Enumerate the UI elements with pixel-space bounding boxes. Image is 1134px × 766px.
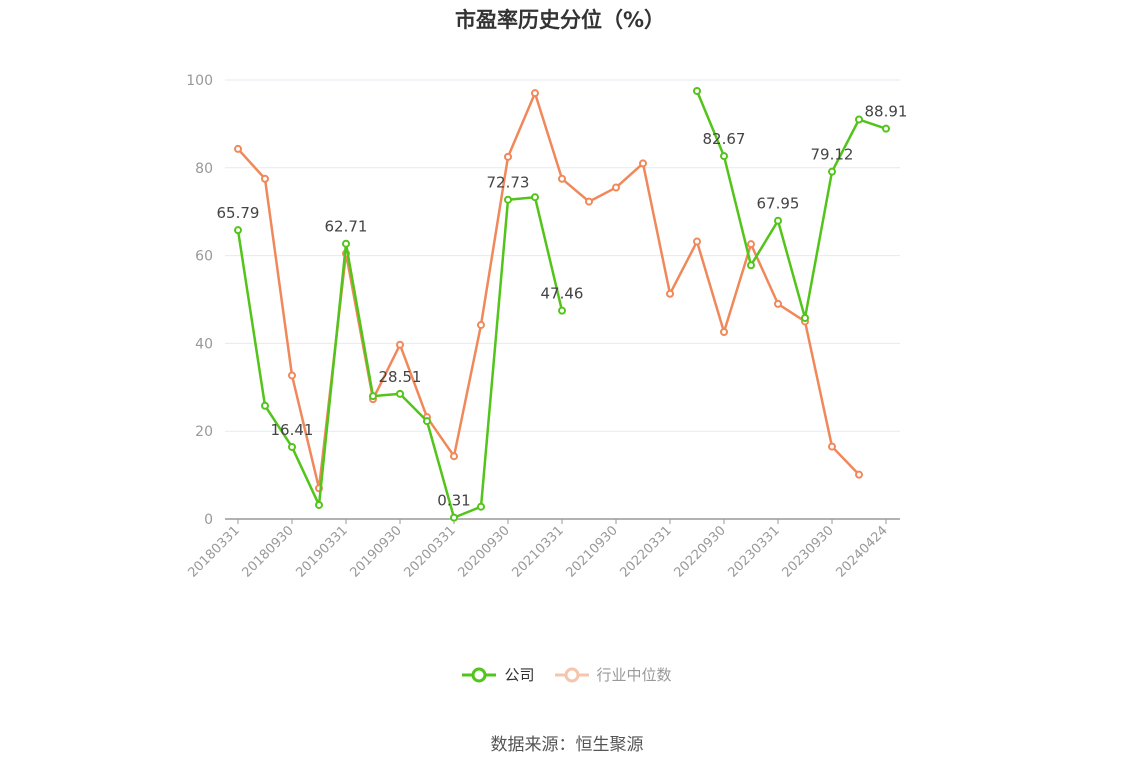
data-point[interactable] — [504, 152, 512, 161]
data-point[interactable] — [261, 174, 269, 183]
data-point[interactable] — [342, 239, 350, 248]
data-point[interactable] — [423, 417, 431, 426]
y-tick-label: 40 — [195, 336, 213, 352]
data-point[interactable] — [666, 289, 674, 298]
data-point[interactable] — [855, 115, 863, 124]
y-tick-label: 0 — [204, 512, 213, 528]
data-point[interactable] — [612, 183, 620, 192]
data-point[interactable] — [558, 174, 566, 183]
data-point[interactable] — [234, 144, 242, 153]
legend-industry-marker-icon — [554, 667, 589, 682]
x-tick-label: 20180930 — [239, 523, 296, 580]
data-point[interactable] — [801, 313, 809, 322]
x-tick-label: 20190331 — [293, 523, 350, 580]
data-point[interactable] — [558, 306, 566, 315]
data-point[interactable] — [828, 167, 836, 176]
data-point[interactable] — [747, 261, 755, 270]
data-point[interactable] — [693, 86, 701, 95]
data-point[interactable] — [531, 193, 539, 202]
x-tick-label: 20220331 — [617, 523, 674, 580]
legend-item-industry-median[interactable]: 行业中位数 — [554, 664, 672, 685]
x-tick-label: 20230930 — [779, 523, 836, 580]
x-tick-label: 20200930 — [455, 523, 512, 580]
data-label: 47.46 — [541, 285, 584, 303]
data-label: 28.51 — [379, 368, 422, 386]
y-tick-label: 100 — [186, 73, 213, 89]
chart-title: 市盈率历史分位（%） — [454, 8, 666, 32]
data-point[interactable] — [450, 452, 458, 461]
data-label: 88.91 — [865, 103, 908, 121]
legend-company-marker-icon — [462, 667, 497, 682]
data-point[interactable] — [315, 500, 323, 509]
x-tick-label: 20240424 — [833, 523, 890, 580]
data-label: 62.71 — [325, 218, 368, 236]
x-axis: 2018033120180930201903312019093020200331… — [185, 518, 900, 581]
data-point[interactable] — [531, 89, 539, 98]
data-point[interactable] — [585, 197, 593, 206]
data-point[interactable] — [261, 401, 269, 410]
y-tick-label: 20 — [195, 424, 213, 440]
line-chart: 0 20 40 60 80 100 201803312018093020190331201… — [185, 73, 908, 581]
data-point[interactable] — [369, 392, 377, 401]
legend-label-company: 公司 — [504, 666, 535, 684]
data-point[interactable] — [234, 226, 242, 235]
data-label: 16.41 — [271, 421, 314, 439]
x-tick-label: 20200331 — [401, 523, 458, 580]
data-point[interactable] — [855, 470, 863, 479]
grid-lines — [225, 79, 900, 432]
data-point[interactable] — [720, 327, 728, 336]
x-tick-label: 20180331 — [185, 523, 242, 580]
data-point[interactable] — [693, 237, 701, 246]
series-group — [234, 86, 890, 522]
legend-label-industry-median: 行业中位数 — [596, 666, 672, 684]
data-point[interactable] — [720, 152, 728, 161]
data-label: 65.79 — [217, 204, 260, 222]
series-line-0 — [695, 90, 887, 320]
x-tick-label: 20190930 — [347, 523, 404, 580]
data-point[interactable] — [288, 442, 296, 451]
data-point[interactable] — [774, 299, 782, 308]
data-label: 0.31 — [437, 492, 470, 510]
data-point[interactable] — [477, 502, 485, 511]
data-point[interactable] — [828, 442, 836, 451]
data-point[interactable] — [396, 340, 404, 349]
series-line-0 — [236, 195, 564, 519]
data-source: 数据来源：恒生聚源 — [490, 735, 644, 755]
data-label: 67.95 — [757, 195, 800, 213]
y-tick-label: 60 — [195, 249, 213, 265]
data-point[interactable] — [747, 240, 755, 249]
data-point[interactable] — [639, 159, 647, 168]
data-labels: 65.79 16.41 62.71 28.51 0.31 72.73 47.46 82.67 6… — [217, 103, 908, 510]
data-point[interactable] — [288, 371, 296, 380]
x-tick-label: 20230331 — [725, 523, 782, 580]
legend-item-company[interactable]: 公司 — [462, 664, 535, 685]
data-point[interactable] — [450, 513, 458, 522]
data-point[interactable] — [396, 389, 404, 398]
y-tick-label: 80 — [195, 161, 213, 177]
data-point[interactable] — [774, 216, 782, 225]
legend: 公司 行业中位数 — [0, 664, 1134, 685]
y-axis-tick-labels: 0 20 40 60 80 100 — [186, 73, 213, 528]
data-label: 72.73 — [487, 174, 530, 192]
data-point[interactable] — [882, 124, 890, 133]
x-tick-label: 20210331 — [509, 523, 566, 580]
data-label: 79.12 — [811, 146, 854, 164]
x-tick-label: 20220930 — [671, 523, 728, 580]
x-tick-label: 20210930 — [563, 523, 620, 580]
data-label: 82.67 — [703, 130, 746, 148]
data-point[interactable] — [477, 320, 485, 329]
data-point[interactable] — [504, 195, 512, 204]
